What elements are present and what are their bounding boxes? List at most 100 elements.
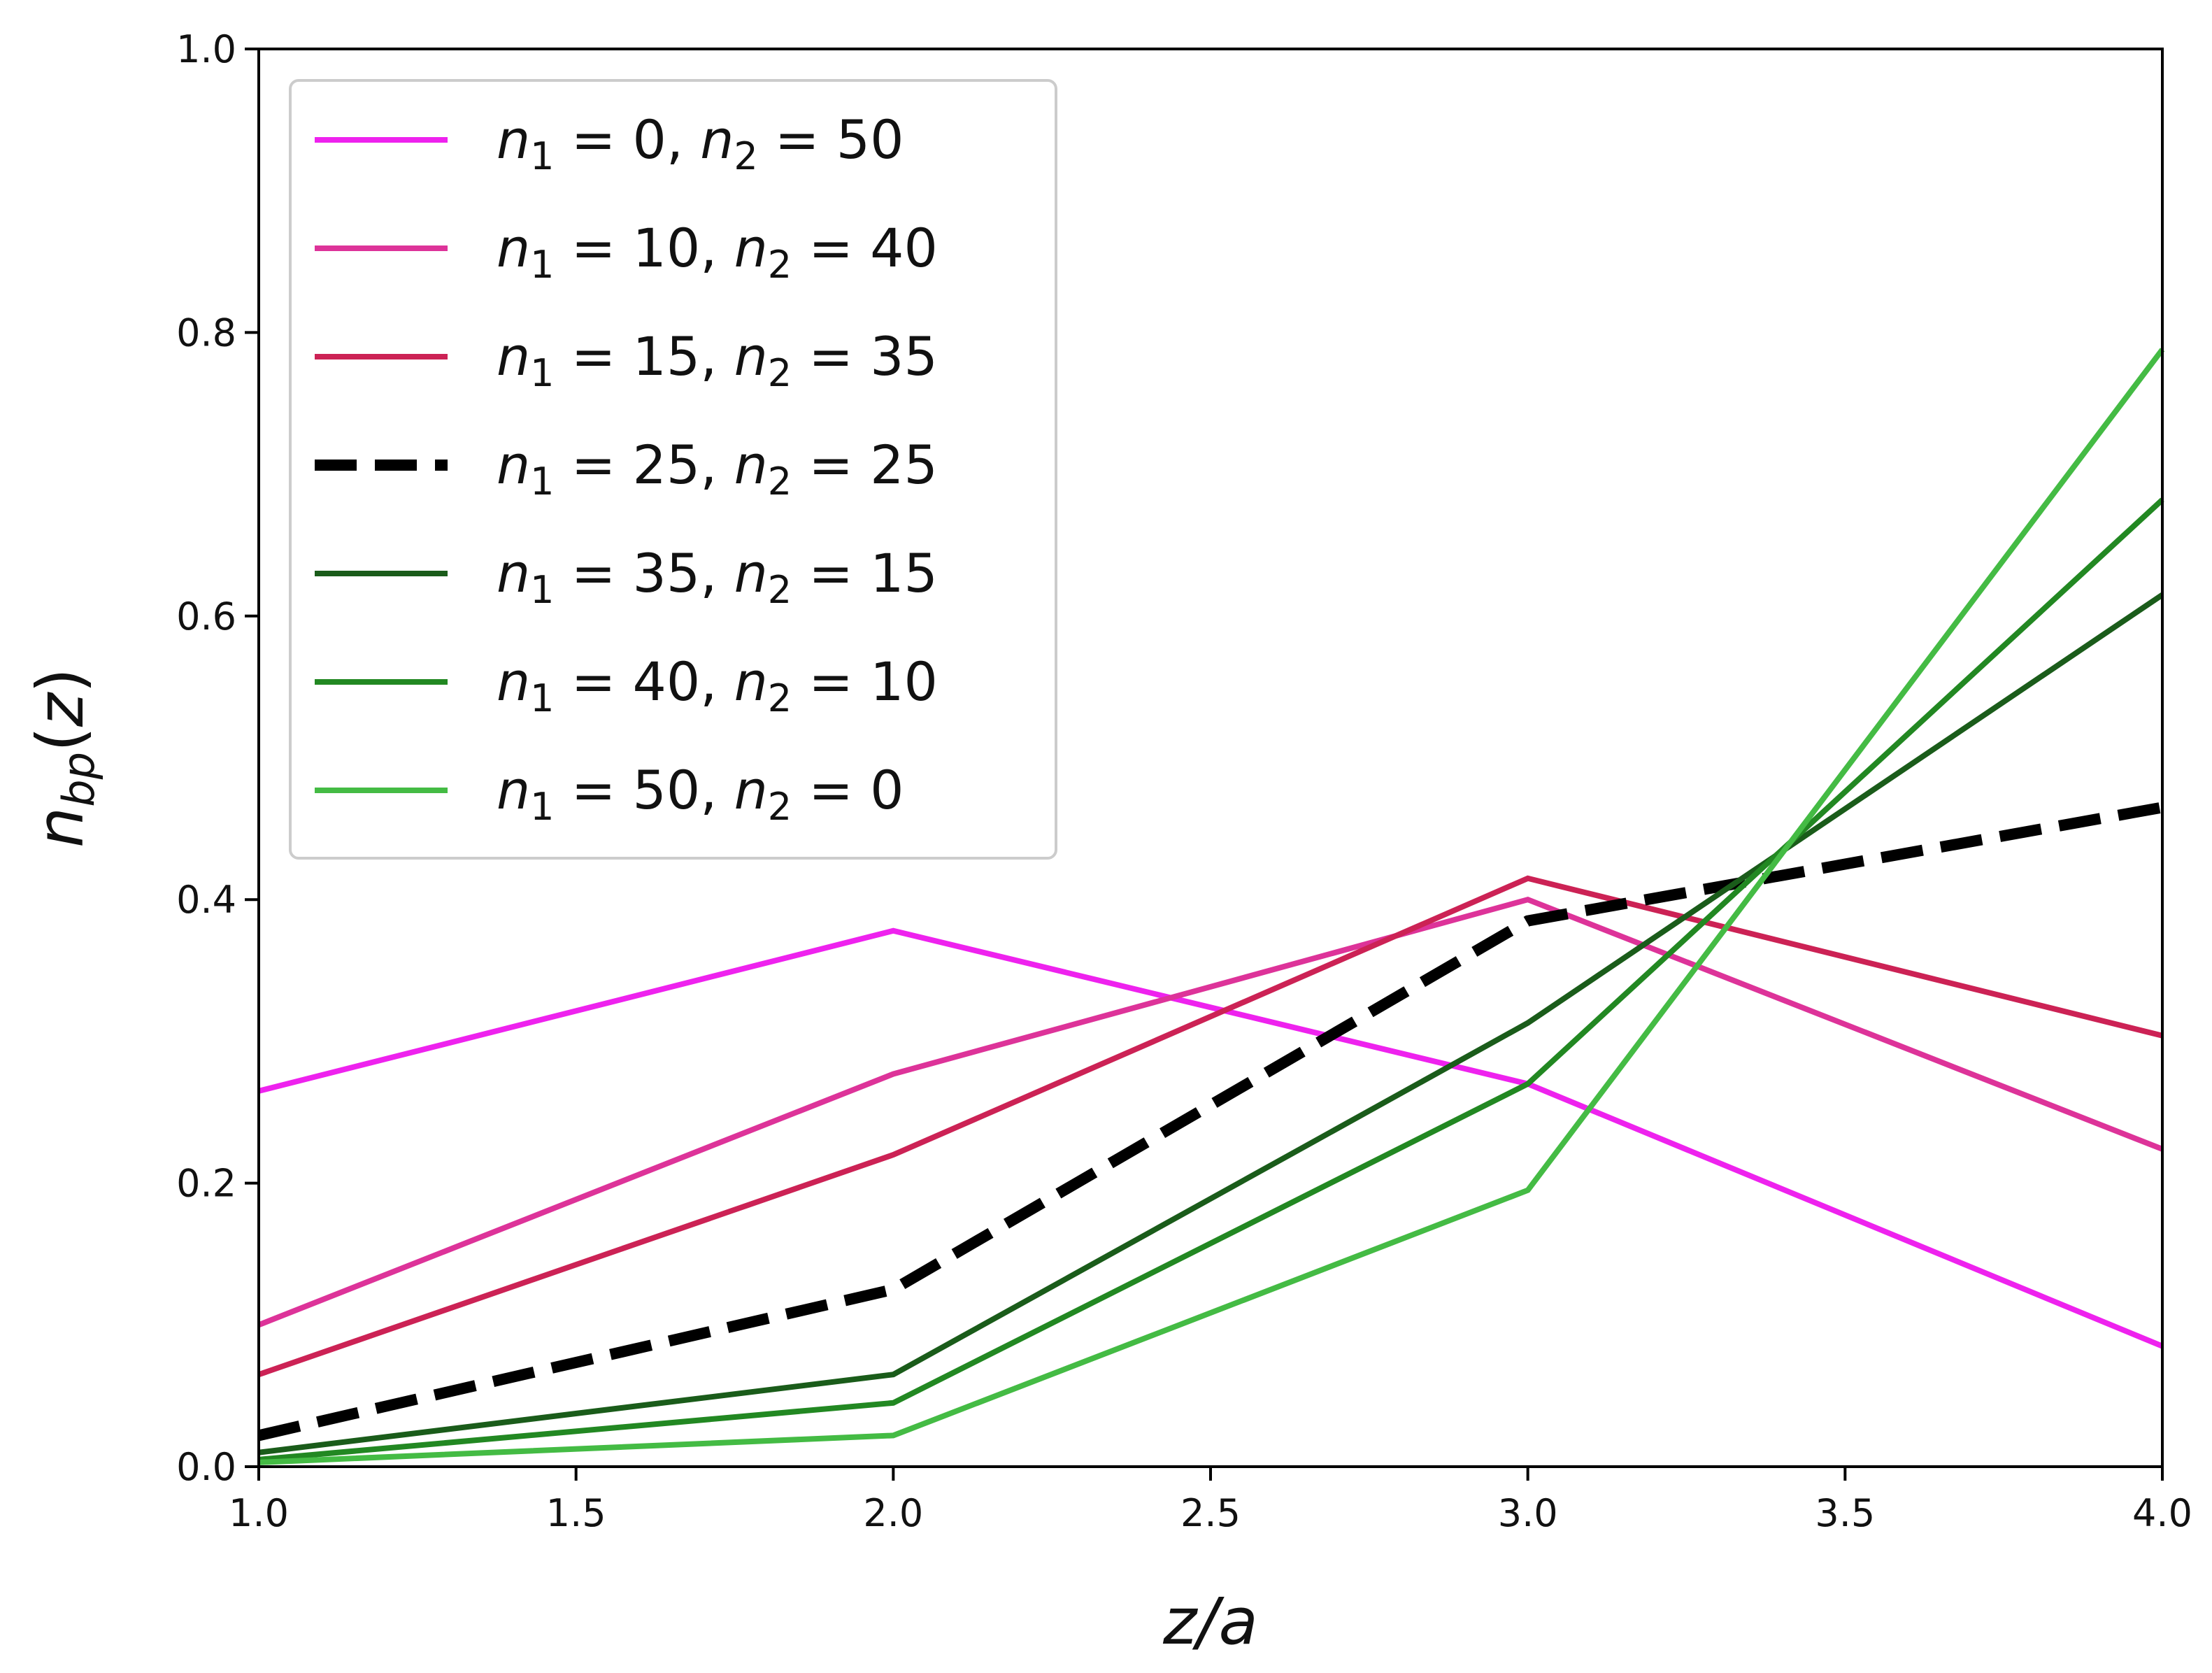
legend-label-part: 2	[768, 568, 792, 612]
series-line	[258, 592, 2164, 1455]
legend-label: n1 = 0, n2 = 50	[497, 108, 904, 178]
legend-label: n1 = 35, n2 = 15	[497, 542, 938, 612]
legend-label-part: =	[792, 650, 870, 713]
legend-label: n1 = 50, n2 = 0	[497, 759, 904, 829]
legend-label-part: 1	[530, 568, 554, 612]
legend-label-part: ,	[700, 325, 734, 387]
series-line	[257, 875, 2163, 1378]
y-axis-label-variable: z	[23, 692, 98, 727]
legend-label-part: =	[792, 542, 870, 604]
legend-label: n1 = 15, n2 = 35	[497, 325, 938, 395]
legend-label: n1 = 40, n2 = 10	[497, 650, 938, 720]
legend-label-part: ,	[700, 217, 734, 279]
legend-label-part: =	[555, 217, 633, 279]
legend-label-part: ,	[700, 434, 734, 496]
y-tick-label: 1.0	[176, 27, 236, 71]
series-line	[257, 802, 2164, 1441]
legend-label-part: 1	[530, 676, 554, 720]
x-tick-label: 2.5	[1180, 1491, 1241, 1535]
legend-label-part: 35	[633, 542, 701, 604]
legend-label-part: ,	[666, 108, 700, 171]
x-tick-label: 1.0	[229, 1491, 289, 1535]
legend-label-part: 15	[633, 325, 701, 387]
legend-label-part: 50	[836, 108, 904, 171]
legend-label-part: 10	[633, 217, 701, 279]
y-axis-label-subscript: bp	[53, 752, 104, 807]
legend-label-part: n	[734, 542, 768, 604]
legend-label-part: =	[792, 217, 870, 279]
legend-label-part: =	[792, 759, 870, 821]
legend-label-part: 35	[870, 325, 938, 387]
series-line	[258, 497, 2164, 1462]
y-tick-label: 0.2	[176, 1162, 236, 1206]
legend-label-part: =	[555, 325, 633, 387]
legend-label-part: ,	[700, 542, 734, 604]
legend-label-part: n	[497, 542, 530, 604]
legend-label-part: n	[497, 108, 530, 171]
legend-label-part: 2	[768, 351, 792, 395]
x-tick-label: 3.5	[1815, 1491, 1875, 1535]
y-tick-label: 0.8	[176, 311, 236, 355]
legend-label: n1 = 10, n2 = 40	[497, 217, 938, 287]
legend-label-part: n	[734, 434, 768, 496]
x-axis-label: z/a	[1162, 1584, 1258, 1659]
legend-label-part: =	[555, 108, 633, 171]
legend-label-part: n	[497, 759, 530, 821]
legend-label-part: =	[792, 325, 870, 387]
legend-label: n1 = 25, n2 = 25	[497, 434, 938, 504]
x-tick-label: 1.5	[546, 1491, 606, 1535]
y-axis-label-argument: (	[23, 727, 98, 752]
x-axis: 1.0 1.5 2.0 2.5 3.0 3.5 4.0	[229, 1467, 2192, 1535]
y-axis-label-close: )	[23, 668, 98, 693]
legend-label-part: 1	[530, 785, 554, 829]
series-line	[257, 896, 2164, 1328]
legend-label-part: 2	[768, 460, 792, 504]
legend-label-part: 25	[633, 434, 701, 496]
y-tick-label: 0.4	[176, 878, 236, 922]
legend-box	[289, 79, 1057, 860]
legend-label-part: n	[734, 650, 768, 713]
y-axis-label: nbp(z)	[23, 668, 104, 848]
legend-label-part: n	[734, 325, 768, 387]
legend-label-part: ,	[700, 650, 734, 713]
legend-label-part: 2	[734, 134, 757, 178]
legend-label-part: n	[734, 759, 768, 821]
legend-label-part: =	[555, 650, 633, 713]
legend-label-part: 40	[870, 217, 938, 279]
y-axis-label-symbol: n	[23, 807, 98, 848]
y-tick-label: 0.6	[176, 595, 236, 639]
x-tick-label: 4.0	[2132, 1491, 2192, 1535]
legend-label-part: n	[497, 650, 530, 713]
legend-label-part: n	[734, 217, 768, 279]
legend-label-part: =	[555, 542, 633, 604]
legend-label-part: 1	[530, 134, 554, 178]
x-tick-label: 3.0	[1498, 1491, 1558, 1535]
legend-label-part: 2	[768, 785, 792, 829]
series-line	[258, 927, 2164, 1349]
legend-label-part: 1	[530, 351, 554, 395]
legend-label-part: =	[555, 434, 633, 496]
legend-label-part: n	[497, 325, 530, 387]
legend-label-part: 50	[633, 759, 701, 821]
legend-label-part: =	[792, 434, 870, 496]
x-tick-label: 2.0	[863, 1491, 923, 1535]
legend-label-part: 1	[530, 243, 554, 287]
legend-label-part: n	[497, 434, 530, 496]
legend-label-part: ,	[700, 759, 734, 821]
legend-label-part: 1	[530, 460, 554, 504]
plot-lines	[257, 348, 2165, 1465]
legend-label-part: 40	[633, 650, 701, 713]
legend-label-part: n	[497, 217, 530, 279]
legend-label-part: n	[700, 108, 734, 171]
legend-label-part: 0	[870, 759, 904, 821]
legend-label-part: 0	[633, 108, 666, 171]
legend-label-part: 15	[870, 542, 938, 604]
legend-label-part: =	[555, 759, 633, 821]
legend-label-part: =	[758, 108, 836, 171]
y-axis: 0.0 0.2 0.4 0.6 0.8 1.0	[176, 27, 259, 1489]
legend-label-part: 2	[768, 243, 792, 287]
legend-label-part: 25	[870, 434, 938, 496]
